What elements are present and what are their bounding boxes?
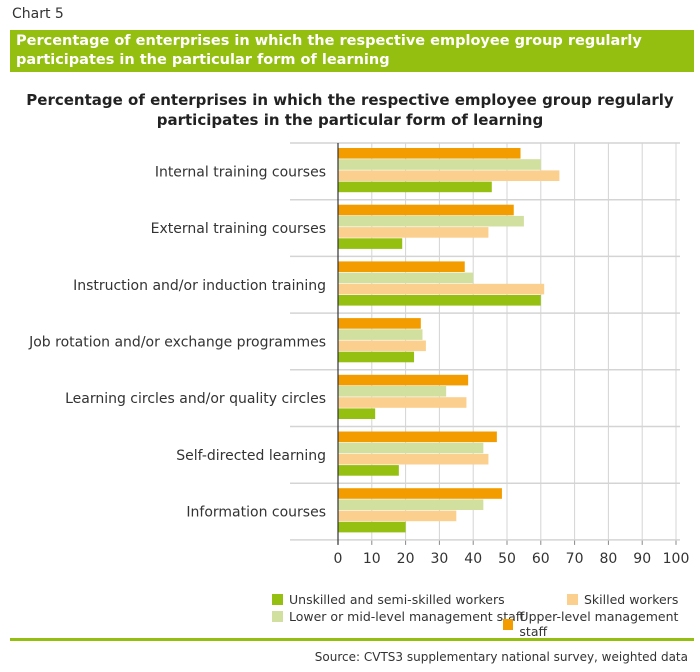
x-tick-label: 40 [464,551,482,567]
legend-swatch [272,611,283,622]
category-label: Internal training courses [155,164,326,180]
legend-swatch [503,618,514,630]
legend-label: Upper-level management staff [519,609,679,639]
x-tick-label: 100 [663,551,690,567]
bar [338,215,524,227]
bar [338,318,421,329]
bar [338,442,484,454]
bar [338,170,560,181]
category-label: Instruction and/or induction training [73,278,326,294]
x-tick-label: 0 [334,551,343,567]
legend-label: Skilled workers [584,592,679,607]
bar [338,148,521,159]
x-tick-label: 10 [363,551,381,567]
x-tick-label: 70 [566,551,584,567]
bar [338,238,403,249]
legend-item-upper: Upper-level management staff [503,609,700,639]
bar [338,351,415,363]
chart-title: Percentage of enterprises in which the r… [26,91,674,129]
x-tick-label: 80 [599,551,617,567]
category-label: Information courses [186,505,326,521]
chart-band-title: Percentage of enterprises in which the r… [10,30,694,72]
category-label: External training courses [151,221,326,237]
bar [338,272,474,284]
category-label: Learning circles and/or quality circles [65,391,326,407]
legend-item-unskilled: Unskilled and semi-skilled workers [272,592,505,607]
bar [338,386,447,397]
category-label: Self-directed learning [176,448,326,464]
bar [338,329,423,340]
legend-label: Lower or mid-level management staff [289,609,525,624]
bar [338,374,469,386]
legend-item-lower-mid: Lower or mid-level management staff [272,609,524,624]
x-tick-label: 30 [430,551,448,567]
legend-label: Unskilled and semi-skilled workers [289,592,505,607]
bar [338,408,376,419]
x-tick-label: 20 [397,551,415,567]
bar [338,181,492,193]
legend-swatch [272,594,283,605]
bar [338,283,545,295]
bar [338,488,502,499]
bar [338,204,514,216]
bar [338,340,426,352]
x-tick-label: 60 [532,551,550,567]
category-label: Job rotation and/or exchange programmes [28,334,326,350]
bar [338,295,541,306]
legend-item-skilled: Skilled workers [567,592,678,607]
bar [338,465,399,476]
bar [338,453,489,465]
bar [338,261,465,272]
bar [338,521,406,533]
bar [338,431,497,443]
divider [10,638,694,641]
source-note: Source: CVTS3 supplementary national sur… [314,650,688,664]
bar [338,499,484,510]
x-tick-label: 90 [633,551,651,567]
bar [338,397,467,408]
chart-number: Chart 5 [12,6,64,22]
bar [338,510,457,522]
bar [338,159,541,170]
bar [338,227,489,238]
legend-swatch [567,594,578,605]
x-tick-label: 50 [498,551,516,567]
